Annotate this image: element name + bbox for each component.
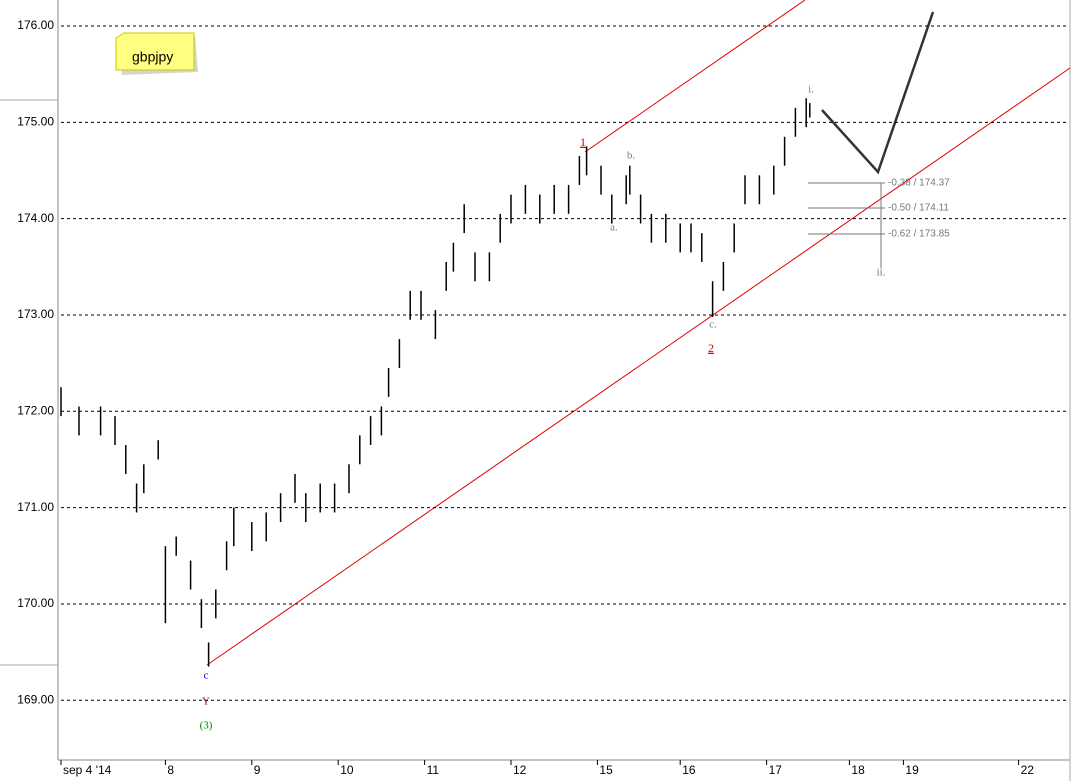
y-tick-label: 176.00: [17, 18, 54, 32]
note: [115, 32, 195, 71]
x-tick-label: 11: [427, 763, 440, 777]
annotation: -0.38 / 174.37: [888, 178, 950, 189]
y-tick-label: 172.00: [17, 403, 54, 417]
annotation: -0.50 / 174.11: [888, 203, 949, 214]
channel-upper: [584, 0, 806, 153]
y-tick-label: 175.00: [17, 115, 54, 129]
annotation: 1: [580, 135, 586, 149]
x-tick-label: 9: [254, 763, 261, 777]
channel-lower: [206, 67, 1071, 666]
y-tick-label: 174.00: [17, 211, 54, 225]
annotation: c: [204, 670, 209, 682]
annotation: Y: [202, 696, 210, 708]
x-tick-label: 12: [513, 763, 527, 777]
x-tick-label: 18: [851, 763, 865, 777]
y-tick-label: 173.00: [17, 307, 54, 321]
x-tick-label: sep 4 '14: [63, 763, 112, 777]
annotation: (3): [200, 720, 213, 732]
y-tick-label: 169.00: [17, 692, 54, 706]
annotation: b.: [627, 150, 636, 162]
x-tick-label: 19: [905, 763, 919, 777]
note-text: gbpjpy: [132, 49, 173, 65]
y-tick-label: 170.00: [17, 596, 54, 610]
x-tick-label: 15: [599, 763, 613, 777]
annotation: ii.: [877, 267, 886, 279]
y-tick-label: 171.00: [17, 500, 54, 514]
x-tick-label: 22: [1021, 763, 1035, 777]
projection: [821, 11, 935, 175]
x-tick-label: 17: [769, 763, 783, 777]
annotation: i.: [808, 84, 814, 96]
annotation: c.: [709, 319, 717, 331]
annotation: a.: [610, 222, 618, 234]
annotation: 2: [708, 341, 714, 355]
x-tick-label: 10: [340, 763, 354, 777]
x-tick-label: 8: [167, 763, 174, 777]
x-tick-label: 16: [682, 763, 696, 777]
annotation: -0.62 / 173.85: [888, 229, 950, 240]
